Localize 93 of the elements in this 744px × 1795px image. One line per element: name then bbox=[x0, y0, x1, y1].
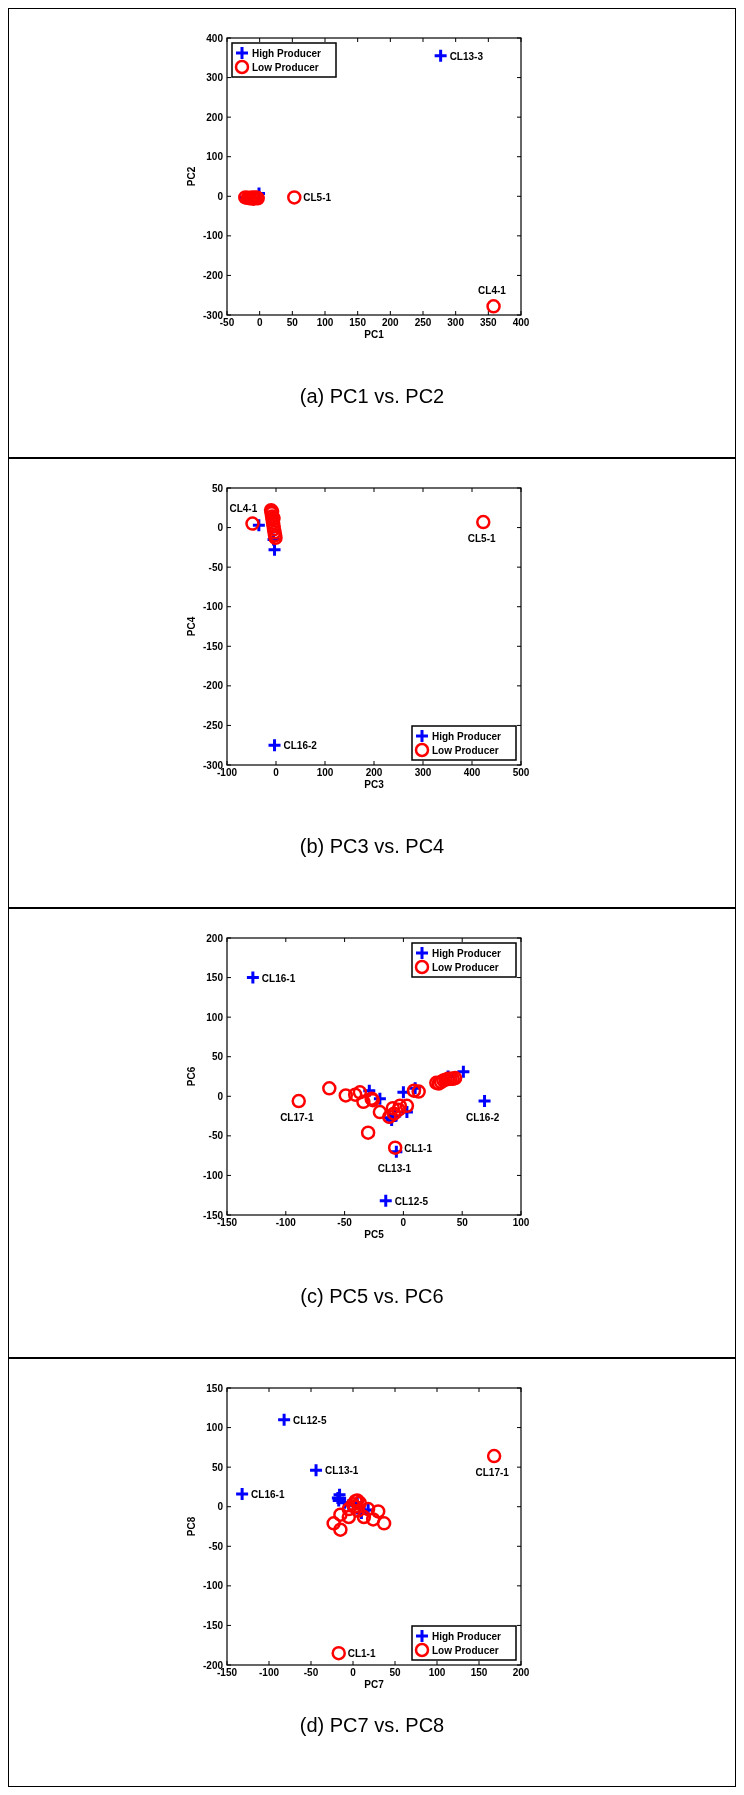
y-tick-label: -100 bbox=[202, 1169, 224, 1181]
annotation: CL4-1 bbox=[478, 285, 507, 297]
x-tick-label: 0 bbox=[350, 1667, 357, 1678]
y-tick-label: 200 bbox=[206, 111, 224, 123]
y-tick-label: -50 bbox=[208, 1130, 224, 1142]
x-tick-label: 300 bbox=[447, 317, 465, 328]
y-tick-label: -200 bbox=[202, 680, 224, 692]
legend-label: High Producer bbox=[252, 48, 321, 59]
y-axis-title: PC4 bbox=[186, 616, 197, 637]
legend-label: Low Producer bbox=[432, 962, 499, 973]
x-tick-label: 50 bbox=[389, 1667, 401, 1678]
x-axis-title: PC3 bbox=[364, 779, 385, 790]
y-axis-title: PC2 bbox=[186, 166, 197, 187]
x-tick-label: 500 bbox=[512, 767, 530, 778]
y-tick-label: -250 bbox=[202, 719, 224, 731]
x-tick-label: 150 bbox=[470, 1667, 488, 1678]
y-tick-label: 0 bbox=[217, 522, 224, 534]
annotation: CL1-1 bbox=[347, 1648, 376, 1660]
annotation: CL17-1 bbox=[475, 1467, 510, 1479]
annotation: CL1-1 bbox=[404, 1142, 433, 1154]
y-tick-label: 100 bbox=[206, 1422, 224, 1434]
y-tick-label: 50 bbox=[211, 1051, 224, 1063]
y-tick-label: -200 bbox=[202, 269, 224, 281]
x-tick-label: 0 bbox=[400, 1217, 407, 1228]
y-tick-label: 50 bbox=[211, 482, 224, 494]
x-axis-title: PC5 bbox=[364, 1229, 385, 1240]
y-tick-label: 150 bbox=[206, 972, 224, 984]
y-tick-label: 0 bbox=[217, 1501, 224, 1513]
y-tick-label: 400 bbox=[206, 32, 224, 44]
x-axis-title: PC7 bbox=[364, 1679, 385, 1690]
annotation: CL16-1 bbox=[251, 1489, 285, 1501]
x-tick-label: -100 bbox=[275, 1217, 297, 1228]
text: (b) PC3 vs. PC4 bbox=[299, 835, 445, 857]
x-tick-label: 400 bbox=[512, 317, 530, 328]
x-tick-label: 200 bbox=[512, 1667, 530, 1678]
legend-label: High Producer bbox=[432, 1631, 501, 1642]
annotation: CL12-5 bbox=[293, 1414, 327, 1426]
annotation: CL16-2 bbox=[465, 1112, 500, 1124]
x-tick-label: 400 bbox=[463, 767, 481, 778]
legend-label: Low Producer bbox=[252, 62, 319, 73]
x-tick-label: -50 bbox=[303, 1667, 319, 1678]
text: (c) PC5 vs. PC6 bbox=[300, 1285, 444, 1307]
x-tick-label: 100 bbox=[512, 1217, 530, 1228]
x-axis-title: PC1 bbox=[364, 329, 385, 340]
y-tick-label: 300 bbox=[206, 72, 224, 84]
x-tick-label: 200 bbox=[365, 767, 383, 778]
x-tick-label: 0 bbox=[256, 317, 263, 328]
y-axis-title: PC8 bbox=[186, 1516, 197, 1537]
annotation: CL5-1 bbox=[467, 533, 496, 545]
y-tick-label: -150 bbox=[202, 640, 224, 652]
y-tick-label: -100 bbox=[202, 230, 224, 242]
y-tick-label: -100 bbox=[202, 1580, 224, 1592]
x-tick-label: -50 bbox=[337, 1217, 353, 1228]
annotation: CL17-1 bbox=[280, 1112, 314, 1124]
y-axis-title: PC6 bbox=[186, 1066, 197, 1087]
annotation: CL13-1 bbox=[377, 1162, 412, 1174]
x-tick-label: 50 bbox=[456, 1217, 469, 1228]
text: (d) PC7 vs. PC8 bbox=[299, 1714, 445, 1736]
y-tick-label: -50 bbox=[208, 1540, 224, 1552]
y-tick-label: 200 bbox=[206, 932, 224, 944]
annotation: CL13-1 bbox=[325, 1465, 359, 1477]
legend-label: Low Producer bbox=[432, 745, 499, 756]
y-tick-label: -100 bbox=[202, 601, 224, 613]
annotation: CL16-2 bbox=[283, 740, 318, 752]
x-tick-label: 100 bbox=[316, 317, 334, 328]
annotation: CL13-3 bbox=[449, 50, 484, 62]
x-tick-label: 100 bbox=[316, 767, 334, 778]
x-tick-label: 100 bbox=[428, 1667, 446, 1678]
y-tick-label: 0 bbox=[217, 1090, 224, 1102]
legend-label: High Producer bbox=[432, 731, 501, 742]
x-tick-label: 350 bbox=[479, 317, 498, 328]
x-tick-label: 300 bbox=[414, 767, 432, 778]
y-tick-label: 150 bbox=[206, 1382, 224, 1394]
legend-label: Low Producer bbox=[432, 1645, 499, 1656]
x-tick-label: 200 bbox=[381, 317, 400, 328]
y-tick-label: -50 bbox=[208, 561, 224, 573]
y-tick-label: 0 bbox=[217, 190, 224, 202]
x-tick-label: 150 bbox=[349, 317, 367, 328]
annotation: CL16-1 bbox=[261, 972, 296, 984]
annotation: CL12-5 bbox=[394, 1195, 429, 1207]
y-tick-label: 100 bbox=[206, 151, 224, 163]
annotation: CL5-1 bbox=[303, 192, 332, 204]
y-tick-label: 50 bbox=[211, 1461, 224, 1473]
x-tick-label: 0 bbox=[273, 767, 280, 778]
text: (a) PC1 vs. PC2 bbox=[299, 385, 445, 407]
x-tick-label: 250 bbox=[414, 317, 432, 328]
y-tick-label: 100 bbox=[206, 1011, 224, 1023]
y-tick-label: -300 bbox=[202, 309, 224, 321]
annotation: CL4-1 bbox=[229, 502, 258, 514]
x-tick-label: -100 bbox=[258, 1667, 280, 1678]
x-tick-label: 50 bbox=[286, 317, 299, 328]
y-tick-label: -150 bbox=[202, 1619, 224, 1631]
legend-label: High Producer bbox=[432, 948, 501, 959]
